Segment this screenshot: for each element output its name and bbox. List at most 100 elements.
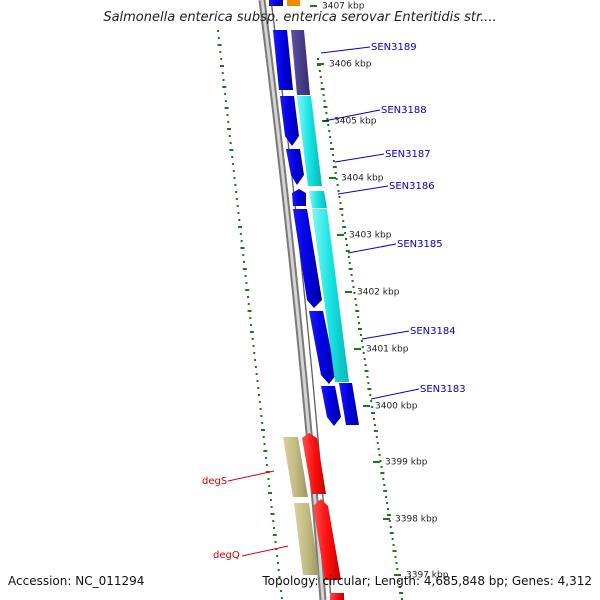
ruler-tick-label: 3401 kbp — [366, 345, 409, 355]
gc-dot — [243, 261, 246, 263]
gc-dot — [320, 88, 325, 90]
gene-leader-line — [337, 185, 389, 195]
gene-SEN3184-arrow — [309, 311, 336, 384]
ruler-tick-label: 3400 kbp — [375, 402, 418, 412]
gene-label: SEN3188 — [381, 105, 427, 116]
gc-dot — [320, 82, 323, 84]
gc-dot — [388, 520, 391, 522]
gc-dot — [247, 303, 250, 305]
ruler-tick-label: 3403 kbp — [349, 231, 392, 241]
gc-dot — [330, 142, 333, 144]
gc-dot — [376, 442, 379, 444]
gc-dot — [351, 280, 354, 282]
gc-dot — [394, 556, 397, 558]
accession-text: Accession: NC_011294 — [8, 574, 145, 588]
gene-SEN3188-arrow — [280, 96, 299, 146]
gc-dot — [377, 448, 380, 450]
feature-track-inner — [273, 30, 341, 426]
feature-top-partial — [269, 0, 300, 6]
ruler-tick-label: 3397 kbp — [406, 571, 449, 581]
gene-label: SEN3183 — [420, 384, 466, 395]
gc-dot — [239, 233, 242, 235]
gc-dot — [234, 184, 237, 186]
gc-dot — [254, 359, 257, 361]
gc-dot — [336, 184, 339, 186]
gc-dot — [350, 274, 353, 276]
gc-dot — [337, 190, 340, 192]
gc-content-track — [217, 30, 404, 600]
gene-labels: SEN3189 SEN3188 SEN3187 SEN3186 SEN3185 SEN31… — [202, 42, 466, 561]
gc-dot — [332, 166, 337, 168]
gc-dot — [329, 136, 332, 138]
gene-label: SEN3185 — [397, 239, 443, 250]
gene-SEN3183-arrow — [321, 386, 341, 426]
gc-dot — [332, 160, 335, 162]
gc-dot — [344, 232, 347, 234]
gc-dot — [246, 296, 249, 298]
gene-label: SEN3184 — [410, 326, 456, 337]
ruler-tick-label: 3406 kbp — [329, 60, 372, 70]
gc-dot — [260, 429, 265, 431]
gene-label: SEN3189 — [371, 42, 417, 53]
gc-dot — [219, 51, 222, 53]
gc-dot — [345, 244, 348, 246]
gc-dot — [342, 226, 347, 228]
gc-dot — [364, 370, 369, 372]
gc-dot — [389, 532, 394, 534]
gc-dot — [345, 238, 347, 240]
gc-dot — [369, 394, 372, 396]
gc-dot — [330, 148, 334, 150]
gene-label: SEN3186 — [389, 181, 435, 192]
gc-dot — [327, 124, 330, 126]
gc-dot — [367, 382, 370, 384]
gc-dot — [358, 322, 361, 324]
gc-dot — [231, 163, 234, 165]
gc-dot — [260, 415, 263, 417]
gc-dot — [226, 114, 229, 116]
gc-dot — [358, 328, 362, 330]
gc-dot — [373, 424, 376, 426]
gc-dot — [319, 76, 322, 78]
gc-dot — [265, 457, 268, 459]
gene-degQ-olive — [294, 503, 319, 575]
gc-dot — [395, 562, 398, 564]
gc-dot — [273, 527, 275, 529]
gc-dot — [268, 485, 271, 487]
gc-dot — [354, 298, 357, 300]
gc-dot — [359, 334, 362, 336]
gc-dot — [245, 289, 250, 291]
gc-dot — [338, 196, 341, 198]
gc-dot — [232, 170, 235, 172]
gc-dot — [322, 94, 325, 96]
gc-dot — [277, 569, 280, 571]
gc-dot — [399, 586, 402, 588]
gc-dot — [363, 358, 366, 360]
gc-dot — [229, 149, 234, 151]
gc-dot — [387, 508, 389, 510]
gc-dot — [345, 250, 350, 252]
gc-dot — [219, 65, 224, 67]
gc-dot — [391, 538, 394, 540]
gene-SEN3189-arrow — [273, 30, 293, 90]
gc-dot — [386, 514, 391, 516]
gc-dot — [373, 418, 375, 420]
gc-dot — [229, 142, 232, 144]
gc-dot — [383, 484, 386, 486]
gc-dot — [383, 490, 388, 492]
gene-degS-red — [302, 433, 326, 494]
ruler-tick-label: 3404 kbp — [341, 174, 384, 184]
gc-dot — [274, 541, 277, 543]
gc-dot — [217, 37, 220, 39]
gc-dot — [249, 317, 252, 319]
gene-degS-olive — [283, 437, 308, 497]
gc-dot — [318, 70, 321, 72]
gc-dot — [221, 72, 224, 74]
gc-dot — [253, 352, 256, 354]
gc-dot — [237, 212, 240, 214]
gc-dot — [224, 107, 229, 109]
gc-dot — [262, 436, 265, 438]
gc-dot — [235, 198, 238, 200]
gene-leader-line — [370, 388, 420, 400]
gc-dot — [379, 460, 382, 462]
